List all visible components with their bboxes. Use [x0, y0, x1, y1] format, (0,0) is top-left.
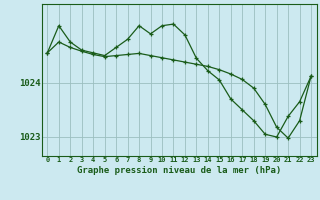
X-axis label: Graphe pression niveau de la mer (hPa): Graphe pression niveau de la mer (hPa) — [77, 166, 281, 175]
